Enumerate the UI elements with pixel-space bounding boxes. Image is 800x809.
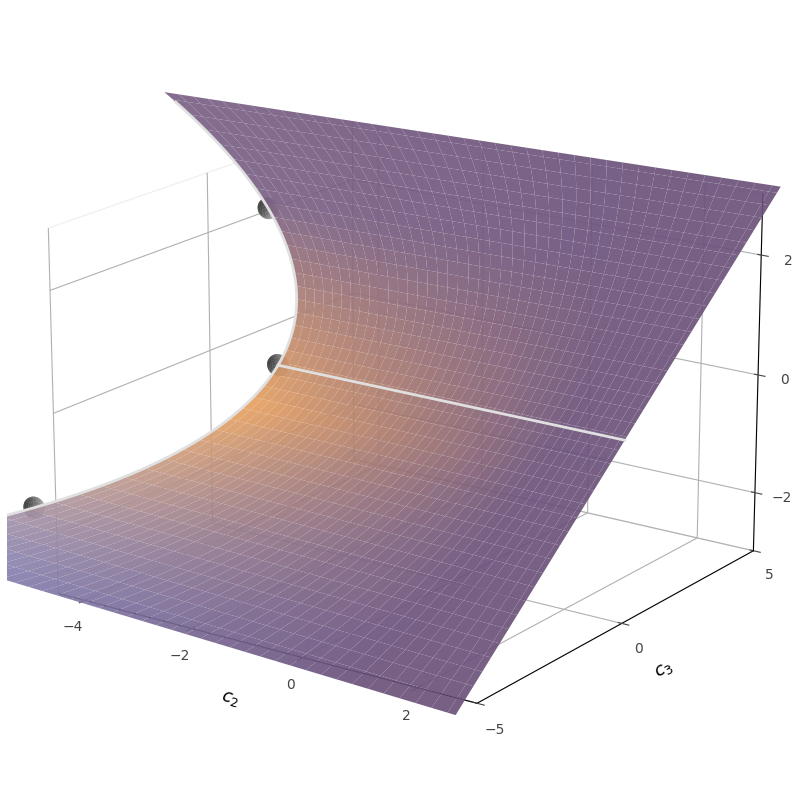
Y-axis label: $c_3$: $c_3$ [652,657,677,682]
X-axis label: $c_2$: $c_2$ [218,687,242,709]
